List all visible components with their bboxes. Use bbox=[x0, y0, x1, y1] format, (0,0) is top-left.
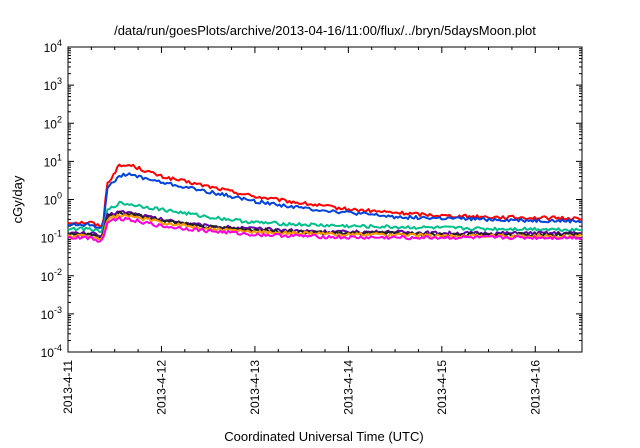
x-axis-label: Coordinated Universal Time (UTC) bbox=[224, 429, 423, 444]
y-tick-label: 101 bbox=[44, 152, 62, 169]
x-tick-label: 2013-4-15 bbox=[435, 360, 449, 415]
x-axis: 2013-4-11 2013-4-12 2013-4-13 2013-4-14 2013… bbox=[61, 47, 560, 415]
y-tick-label: 10-3 bbox=[41, 305, 62, 322]
x-tick-label: 2013-4-11 bbox=[61, 360, 75, 414]
y-tick-label: 103 bbox=[44, 76, 62, 93]
series-line bbox=[67, 216, 583, 243]
y-tick-label: 10-1 bbox=[41, 229, 62, 246]
x-tick-label: 2013-4-16 bbox=[528, 360, 542, 415]
series-layer bbox=[67, 163, 583, 243]
series-line bbox=[67, 200, 582, 234]
x-tick-label: 2013-4-14 bbox=[341, 360, 355, 415]
chart-title: /data/run/goesPlots/archive/2013-04-16/1… bbox=[114, 23, 536, 38]
x-tick-label: 2013-4-12 bbox=[154, 360, 168, 415]
series-line bbox=[67, 210, 583, 238]
y-tick-label: 10-2 bbox=[41, 267, 62, 284]
plot-area bbox=[67, 46, 583, 353]
y-tick-label: 104 bbox=[44, 38, 62, 55]
y-axis-label: cGy/day bbox=[10, 175, 25, 223]
y-tick-label: 10-4 bbox=[41, 343, 62, 360]
x-tick-label: 2013-4-13 bbox=[248, 360, 262, 415]
y-tick-label: 100 bbox=[44, 191, 62, 208]
y-axis: 10-4 10-3 10-2 10-1 100 101 102 103 104 bbox=[41, 38, 582, 360]
series-line bbox=[67, 172, 583, 229]
series-line bbox=[67, 163, 583, 228]
y-tick-label: 102 bbox=[44, 114, 62, 131]
